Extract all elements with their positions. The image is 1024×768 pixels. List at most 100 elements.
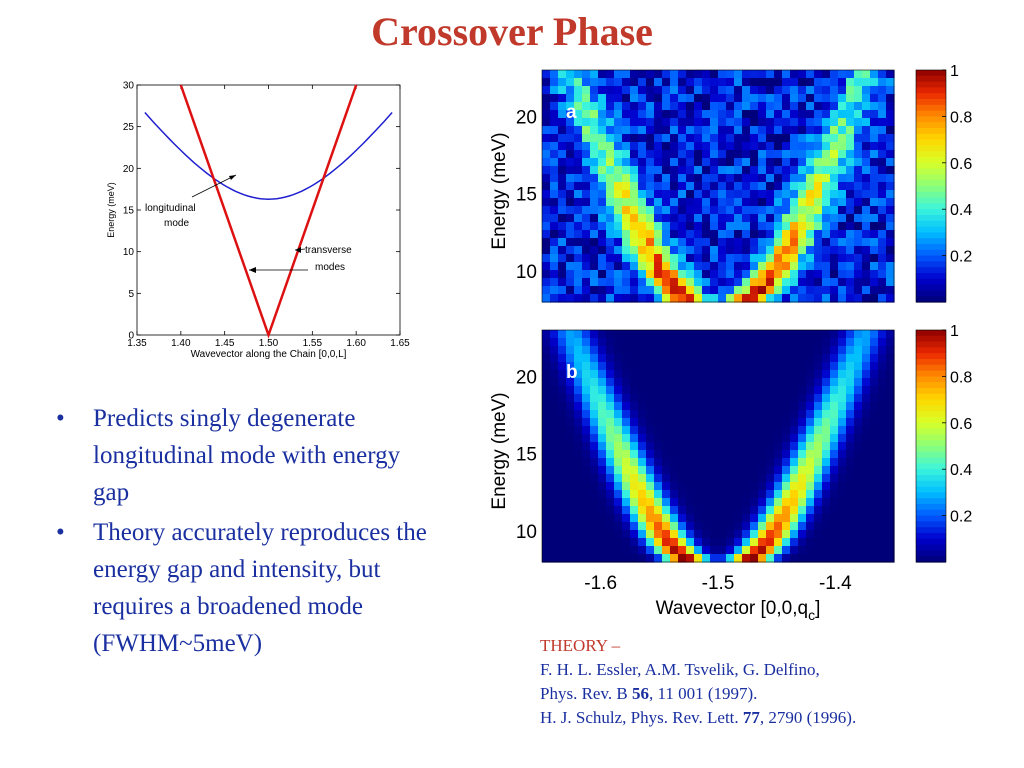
heatmap-cell <box>630 354 639 363</box>
heatmap-cell <box>678 230 687 239</box>
heatmap-cell <box>646 94 655 103</box>
colorbar-tick-label: 0.6 <box>950 156 972 173</box>
heatmap-cell <box>558 166 567 175</box>
heatmap-cell <box>558 506 567 515</box>
heatmap-cell <box>758 150 767 159</box>
heatmap-cell <box>630 126 639 135</box>
heatmap-cell <box>878 158 887 167</box>
heatmap-cell <box>542 370 551 379</box>
heatmap-cell <box>734 514 743 523</box>
heatmap-cell <box>646 118 655 127</box>
heatmap-cell <box>582 530 591 539</box>
heatmap-cell <box>814 110 823 119</box>
heatmap-cell <box>806 182 815 191</box>
heatmap-cell <box>870 158 879 167</box>
heatmap-cell <box>670 538 679 547</box>
colorbar-cell <box>916 162 946 170</box>
heatmap-cell <box>734 174 743 183</box>
heatmap-cell <box>558 126 567 135</box>
heatmap-cell <box>654 506 663 515</box>
heatmap-cell <box>870 506 879 515</box>
heatmap-cell <box>822 434 831 443</box>
heatmap-cell <box>662 182 671 191</box>
heatmap-cell <box>830 230 839 239</box>
heatmap-cell <box>814 206 823 215</box>
heatmap-cell <box>566 450 575 459</box>
heatmap-cell <box>678 330 687 339</box>
heatmap-cell <box>782 278 791 287</box>
heatmap-cell <box>830 142 839 151</box>
heatmap-cell <box>550 330 559 339</box>
heatmap-cell <box>742 530 751 539</box>
heatmap-cell <box>862 490 871 499</box>
heatmap-cell <box>854 442 863 451</box>
heatmap-cell <box>710 378 719 387</box>
heatmap-cell <box>702 126 711 135</box>
heatmap-cell <box>702 134 711 143</box>
heatmap-cell <box>590 546 599 555</box>
heatmap-cell <box>686 134 695 143</box>
heatmap-cell <box>678 102 687 111</box>
heatmap-cell <box>830 102 839 111</box>
heatmap-cell <box>838 78 847 87</box>
heatmap-cell <box>822 70 831 79</box>
heatmap-cell <box>702 434 711 443</box>
heatmap-cell <box>886 434 895 443</box>
heatmap-cell <box>782 442 791 451</box>
heatmap-cell <box>598 410 607 419</box>
heatmap-cell <box>694 70 703 79</box>
heatmap-cell <box>726 294 735 303</box>
heatmap-cell <box>550 458 559 467</box>
heatmap-cell <box>846 490 855 499</box>
heatmap-cell <box>710 410 719 419</box>
heatmap-cell <box>582 70 591 79</box>
heatmap-cell <box>758 278 767 287</box>
heatmap-cell <box>750 418 759 427</box>
heatmap-cell <box>846 434 855 443</box>
heatmap-cell <box>670 530 679 539</box>
heatmap-cell <box>582 214 591 223</box>
heatmap-cell <box>542 354 551 363</box>
heatmap-cell <box>694 78 703 87</box>
heatmap-cell <box>862 386 871 395</box>
heatmap-cell <box>630 410 639 419</box>
heatmap-cell <box>710 514 719 523</box>
heatmap-cell <box>846 554 855 563</box>
heatmap-cell <box>758 110 767 119</box>
heatmap-cell <box>838 458 847 467</box>
heatmap-cell <box>718 206 727 215</box>
heatmap-cell <box>606 246 615 255</box>
heatmap-cell <box>590 270 599 279</box>
x-tick-label: 1.50 <box>259 338 279 349</box>
heatmap-cell <box>598 362 607 371</box>
heatmap-cell <box>854 490 863 499</box>
heatmap-cell <box>590 530 599 539</box>
heatmap-cell <box>654 466 663 475</box>
heatmap-cell <box>846 166 855 175</box>
heatmap-cell <box>870 166 879 175</box>
heatmap-cell <box>638 222 647 231</box>
heatmap-cell <box>582 546 591 555</box>
heatmap-cell <box>646 378 655 387</box>
heatmap-cell <box>750 294 759 303</box>
heatmap-cell <box>614 402 623 411</box>
y-tick-label: 10 <box>123 247 135 258</box>
heatmap-cell <box>670 158 679 167</box>
heatmap-cell <box>574 506 583 515</box>
heatmap-cell <box>646 222 655 231</box>
heatmap-cell <box>782 354 791 363</box>
heatmap-cell <box>822 546 831 555</box>
heatmap-cell <box>854 278 863 287</box>
heatmap-cell <box>846 230 855 239</box>
heatmap-cell <box>734 522 743 531</box>
heatmap-cell <box>774 514 783 523</box>
heatmap-cell <box>654 246 663 255</box>
heatmap-cell <box>790 190 799 199</box>
heatmap-cell <box>862 514 871 523</box>
colorbar-cell <box>916 75 946 83</box>
heatmap-cell <box>590 158 599 167</box>
heatmap-cell <box>630 434 639 443</box>
heatmap-cell <box>702 206 711 215</box>
heatmap-cell <box>662 206 671 215</box>
heatmap-cell <box>598 402 607 411</box>
